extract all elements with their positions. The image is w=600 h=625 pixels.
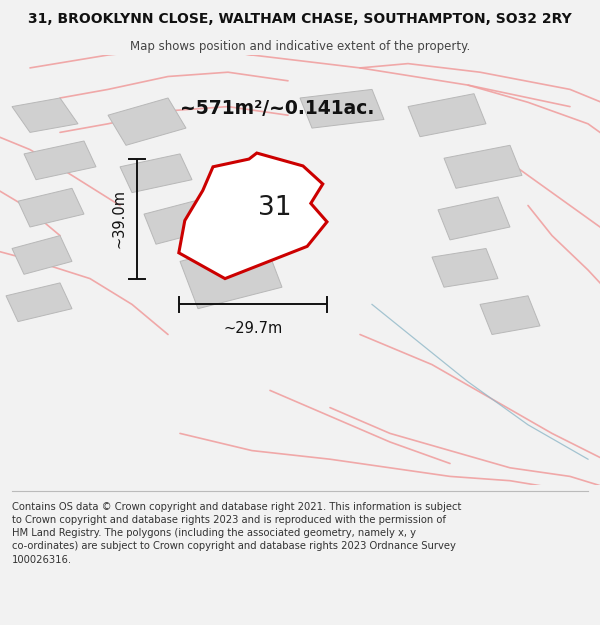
Polygon shape	[444, 145, 522, 188]
Text: Map shows position and indicative extent of the property.: Map shows position and indicative extent…	[130, 39, 470, 52]
Polygon shape	[6, 283, 72, 322]
Polygon shape	[180, 240, 282, 309]
Text: ~39.0m: ~39.0m	[111, 189, 126, 248]
Text: 31, BROOKLYNN CLOSE, WALTHAM CHASE, SOUTHAMPTON, SO32 2RY: 31, BROOKLYNN CLOSE, WALTHAM CHASE, SOUT…	[28, 12, 572, 26]
Text: ~571m²/~0.141ac.: ~571m²/~0.141ac.	[180, 99, 374, 118]
Polygon shape	[438, 197, 510, 240]
Polygon shape	[18, 188, 84, 227]
Polygon shape	[300, 89, 384, 128]
Text: Contains OS data © Crown copyright and database right 2021. This information is : Contains OS data © Crown copyright and d…	[12, 502, 461, 564]
Polygon shape	[408, 94, 486, 137]
Polygon shape	[432, 249, 498, 288]
Polygon shape	[12, 98, 78, 132]
Polygon shape	[108, 98, 186, 145]
Text: ~29.7m: ~29.7m	[223, 321, 283, 336]
Polygon shape	[179, 153, 327, 279]
Text: 31: 31	[258, 195, 292, 221]
Polygon shape	[144, 197, 222, 244]
Polygon shape	[12, 236, 72, 274]
Polygon shape	[480, 296, 540, 334]
Polygon shape	[24, 141, 96, 180]
Polygon shape	[120, 154, 192, 192]
